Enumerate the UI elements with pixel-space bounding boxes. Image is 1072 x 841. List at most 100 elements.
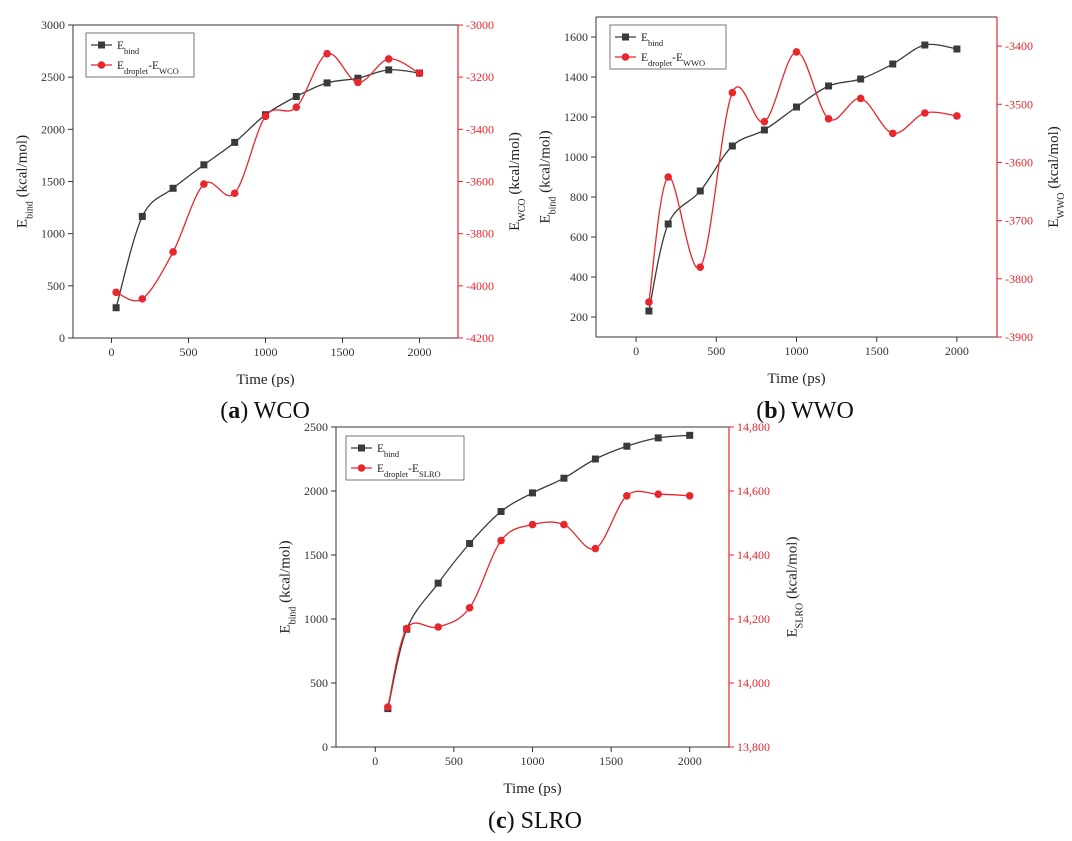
data-point-square (825, 82, 833, 90)
data-point-circle (792, 48, 801, 56)
data-point-circle (323, 49, 331, 58)
x-tick-label: 1500 (865, 344, 889, 358)
left-tick-label: 3000 (41, 18, 65, 32)
data-point-square (292, 92, 300, 100)
data-point-circle (888, 129, 897, 138)
left-tick-label: 1600 (564, 30, 588, 44)
x-tick-label: 500 (707, 344, 725, 358)
left-tick-label: 1000 (41, 227, 65, 241)
left-tick-label: 1000 (304, 612, 328, 626)
right-tick-label: -3200 (466, 70, 494, 84)
right-tick-label: 13,800 (737, 740, 770, 754)
data-point-square (529, 489, 536, 497)
x-tick-label: 2000 (945, 344, 969, 358)
right-tick-label: -3400 (466, 122, 494, 136)
left-tick-label: 400 (570, 270, 588, 284)
right-axis-title: EWWO (kcal/mol) (1046, 126, 1067, 228)
right-tick-label: 14,400 (737, 548, 770, 562)
left-tick-label: 500 (310, 676, 328, 690)
data-point-circle (728, 88, 737, 97)
data-point-circle (138, 295, 147, 303)
left-tick-label: 2000 (41, 122, 65, 136)
right-tick-label: -3800 (1005, 272, 1033, 286)
left-axis-title: Ebind (kcal/mol) (15, 135, 35, 228)
right-tick-label: -3600 (466, 175, 494, 189)
x-tick-label: 500 (445, 754, 463, 768)
left-tick-label: 500 (47, 279, 65, 293)
left-tick-label: 600 (570, 230, 588, 244)
data-point-circle (953, 112, 961, 120)
x-tick-label: 0 (372, 754, 378, 768)
data-point-square (231, 138, 239, 146)
data-point-square (889, 60, 897, 68)
data-point-square (169, 184, 177, 192)
left-tick-label: 1200 (564, 110, 588, 124)
data-point-square (591, 455, 599, 463)
series-line-bind (648, 43, 958, 312)
data-point-square (793, 103, 800, 111)
x-tick-label: 1000 (785, 344, 809, 358)
data-point-circle (824, 115, 833, 123)
panel-caption: (b) WWO (756, 398, 854, 424)
data-point-square (323, 79, 331, 87)
right-tick-label: -3900 (1005, 330, 1033, 344)
legend-marker-circle (621, 53, 630, 61)
right-tick-label: -4200 (466, 331, 494, 345)
series-line-droplet-SLRO (387, 490, 690, 708)
legend-marker-circle (97, 61, 106, 69)
legend-marker-circle (357, 464, 366, 472)
data-point-square (664, 220, 672, 228)
data-point-square (654, 434, 662, 442)
chart-c: 0 500 1000 1500 2000 Time (ps) 0 500 1000 1500 200… (278, 420, 806, 834)
left-tick-label: 2000 (304, 484, 328, 498)
left-tick-label: 200 (570, 310, 588, 324)
data-point-square (696, 187, 704, 195)
right-tick-label: -3800 (466, 227, 494, 241)
x-axis-title: Time (ps) (236, 372, 294, 388)
x-tick-label: 1000 (521, 754, 545, 768)
data-point-square (921, 41, 929, 49)
legend-marker-square (98, 41, 105, 49)
left-tick-label: 800 (570, 190, 588, 204)
chart-a: 0 500 1000 1500 2000 Time (ps) 0 500 1000 1500 200… (15, 18, 528, 424)
x-tick-label: 1500 (331, 345, 355, 359)
data-point-circle (856, 94, 865, 103)
legend-entry: Ebind (377, 443, 400, 459)
data-point-circle (921, 109, 929, 117)
data-point-circle (560, 520, 568, 529)
right-tick-label: -3500 (1005, 97, 1033, 111)
data-point-square (200, 161, 208, 169)
left-tick-label: 0 (322, 740, 328, 754)
data-point-circle (760, 117, 769, 126)
panel-caption: (a) WCO (220, 398, 310, 424)
right-tick-label: -3400 (1005, 39, 1033, 53)
data-point-square (857, 75, 865, 83)
data-point-circle (384, 703, 392, 711)
legend-box (85, 32, 195, 78)
data-point-circle (200, 180, 208, 188)
data-point-circle (465, 604, 474, 612)
right-axis-title: ESLRO (kcal/mol) (785, 537, 806, 638)
right-tick-label: 14,000 (737, 676, 770, 690)
data-point-square (112, 304, 120, 312)
left-axis-title: Ebind (kcal/mol) (538, 130, 559, 223)
data-point-square (434, 579, 442, 587)
right-tick-label: -3600 (1005, 155, 1033, 169)
data-point-circle (354, 78, 362, 87)
x-tick-label: 2000 (408, 345, 432, 359)
legend-entry: Ebind (117, 40, 140, 56)
data-point-circle (292, 103, 301, 111)
data-point-square (686, 431, 694, 439)
x-tick-label: 0 (109, 345, 115, 359)
right-tick-label: -4000 (466, 279, 494, 293)
left-tick-label: 0 (59, 331, 65, 345)
data-point-square (354, 74, 362, 82)
data-point-circle (696, 263, 705, 271)
data-point-circle (384, 55, 393, 63)
data-point-circle (591, 544, 600, 553)
left-tick-label: 1000 (564, 150, 588, 164)
x-tick-label: 1500 (599, 754, 623, 768)
right-tick-label: -3700 (1005, 214, 1033, 228)
data-point-square (645, 307, 653, 315)
